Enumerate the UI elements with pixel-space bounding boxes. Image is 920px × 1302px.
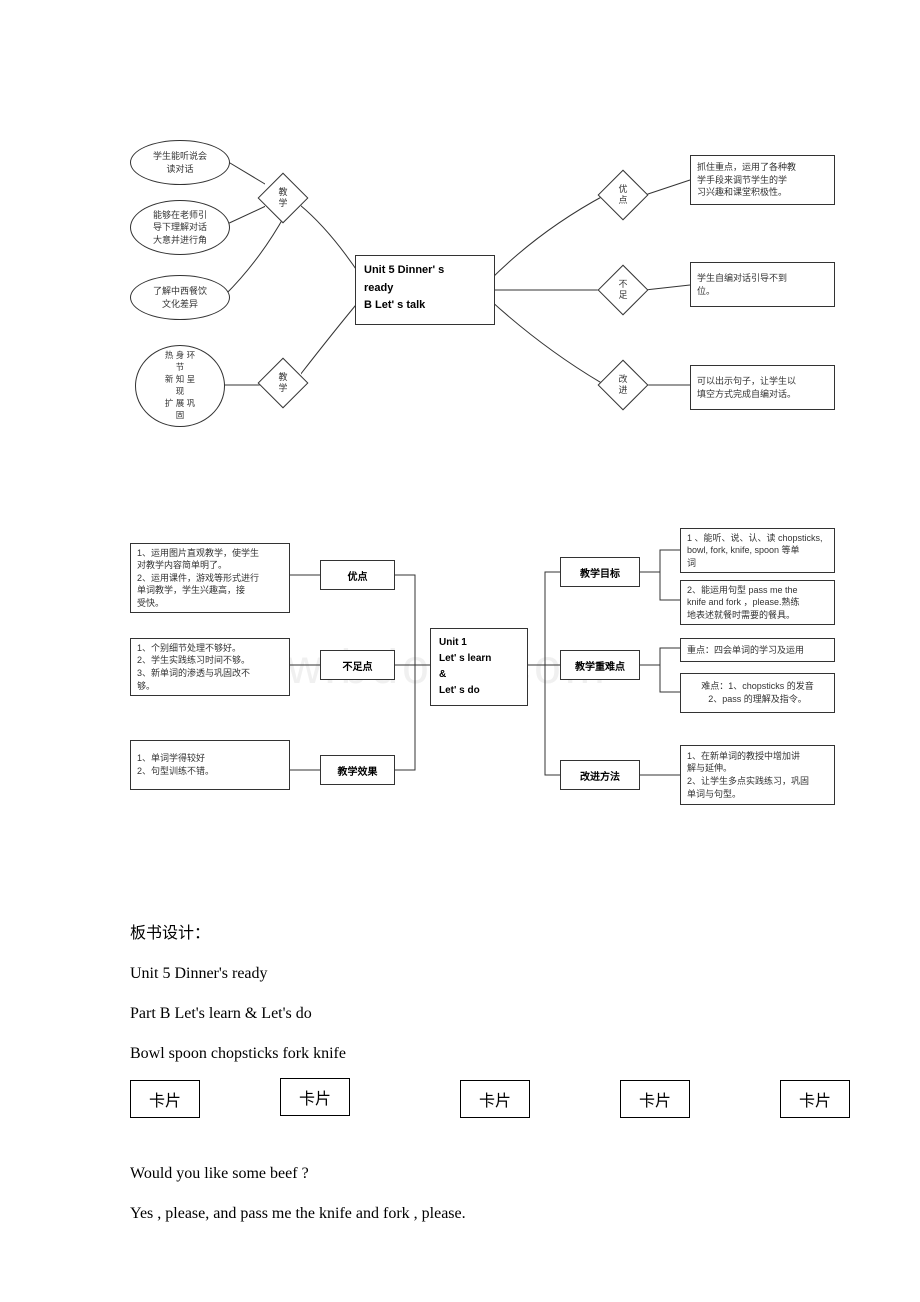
card-2: 卡片: [280, 1078, 350, 1116]
line1: Unit 5 Dinner's ready: [130, 960, 268, 989]
d2-right-box-1: 1 、能听、说、认、读 chopsticks, bowl, fork, knif…: [680, 528, 835, 573]
label: 了解中西餐饮 文化差异: [153, 285, 207, 310]
label: 难点：1、chopsticks 的发音 2、pass 的理解及指令。: [701, 680, 814, 705]
d2-right-label-1: 教学目标: [560, 557, 640, 587]
line2: Part B Let's learn & Let's do: [130, 1000, 312, 1029]
label: 学生自编对话引导不到 位。: [697, 272, 787, 297]
d2-right-label-3: 改进方法: [560, 760, 640, 790]
label: 能够在老师引 导下理解对话 大意并进行角: [153, 209, 207, 247]
d2-left-box-3: 1、单词学得较好 2、句型训练不错。: [130, 740, 290, 790]
label: 热 身 环 节 新 知 呈 现 扩 展 巩 固: [165, 350, 195, 421]
card-3: 卡片: [460, 1080, 530, 1118]
q1: Would you like some beef ?: [130, 1160, 309, 1189]
d2-left-label-2: 不足点: [320, 650, 395, 680]
d1-diamond-right-1: 优 点: [605, 177, 641, 213]
label: 1、个别细节处理不够好。 2、学生实践练习时间不够。 3、新单词的渗透与巩固改不…: [137, 642, 250, 692]
d1-box-right-2: 学生自编对话引导不到 位。: [690, 262, 835, 307]
label: 改进方法: [580, 768, 620, 783]
d1-center: Unit 5 Dinner' s ready B Let' s talk: [355, 255, 495, 325]
label: 1、运用图片直观教学，使学生 对教学内容简单明了。 2、运用课件，游戏等形式进行…: [137, 547, 259, 610]
d2-left-label-3: 教学效果: [320, 755, 395, 785]
label: Unit 5 Dinner' s ready B Let' s talk: [364, 264, 444, 311]
label: 教 学: [265, 365, 301, 401]
label: 不 足: [605, 272, 641, 308]
card-4: 卡片: [620, 1080, 690, 1118]
d1-ellipse-2: 能够在老师引 导下理解对话 大意并进行角: [130, 200, 230, 255]
label: 教学目标: [580, 565, 620, 580]
d2-left-box-1: 1、运用图片直观教学，使学生 对教学内容简单明了。 2、运用课件，游戏等形式进行…: [130, 543, 290, 613]
label: 不足点: [343, 658, 373, 673]
d1-box-right-1: 抓住重点，运用了各种教 学手段来调节学生的学 习兴趣和课堂积极性。: [690, 155, 835, 205]
label: 1 、能听、说、认、读 chopsticks, bowl, fork, knif…: [687, 532, 823, 570]
d1-diamond-right-3: 改 进: [605, 367, 641, 403]
label: 教 学: [265, 180, 301, 216]
d2-right-box-2: 2、能运用句型 pass me the knife and fork ，plea…: [680, 580, 835, 625]
label: 可以出示句子，让学生以 填空方式完成自编对话。: [697, 375, 796, 400]
label: Unit 1 Let' s learn & Let' s do: [439, 637, 491, 696]
line3: Bowl spoon chopsticks fork knife: [130, 1040, 346, 1069]
d1-diamond-left-1: 教 学: [265, 180, 301, 216]
label: 改 进: [605, 367, 641, 403]
label: 优点: [348, 568, 368, 583]
d1-diamond-left-2: 教 学: [265, 365, 301, 401]
d2-right-box-3: 重点：四会单词的学习及运用: [680, 638, 835, 662]
d1-box-right-3: 可以出示句子，让学生以 填空方式完成自编对话。: [690, 365, 835, 410]
label: 1、在新单词的教授中增加讲 解与延伸。 2、让学生多点实践练习，巩固 单词与句型…: [687, 750, 809, 800]
card-5: 卡片: [780, 1080, 850, 1118]
label: 重点：四会单词的学习及运用: [687, 644, 804, 657]
label: 教学重难点: [575, 658, 625, 673]
d2-right-box-4: 难点：1、chopsticks 的发音 2、pass 的理解及指令。: [680, 673, 835, 713]
label: 教学效果: [338, 763, 378, 778]
label: 优 点: [605, 177, 641, 213]
d1-ellipse-3: 了解中西餐饮 文化差异: [130, 275, 230, 320]
d1-diamond-right-2: 不 足: [605, 272, 641, 308]
d2-left-box-2: 1、个别细节处理不够好。 2、学生实践练习时间不够。 3、新单词的渗透与巩固改不…: [130, 638, 290, 696]
label: 抓住重点，运用了各种教 学手段来调节学生的学 习兴趣和课堂积极性。: [697, 161, 796, 199]
d2-center: Unit 1 Let' s learn & Let' s do: [430, 628, 528, 706]
d2-right-label-2: 教学重难点: [560, 650, 640, 680]
label: 学生能听说会 读对话: [153, 150, 207, 175]
d1-ellipse-bottom: 热 身 环 节 新 知 呈 现 扩 展 巩 固: [135, 345, 225, 427]
heading: 板书设计：: [130, 920, 210, 949]
label: 2、能运用句型 pass me the knife and fork ，plea…: [687, 584, 800, 622]
label: 1、单词学得较好 2、句型训练不错。: [137, 752, 214, 777]
d2-right-box-5: 1、在新单词的教授中增加讲 解与延伸。 2、让学生多点实践练习，巩固 单词与句型…: [680, 745, 835, 805]
page: 学生能听说会 读对话 能够在老师引 导下理解对话 大意并进行角 了解中西餐饮 文…: [0, 0, 920, 1302]
card-1: 卡片: [130, 1080, 200, 1118]
d2-left-label-1: 优点: [320, 560, 395, 590]
q2: Yes , please, and pass me the knife and …: [130, 1200, 466, 1229]
d1-ellipse-1: 学生能听说会 读对话: [130, 140, 230, 185]
